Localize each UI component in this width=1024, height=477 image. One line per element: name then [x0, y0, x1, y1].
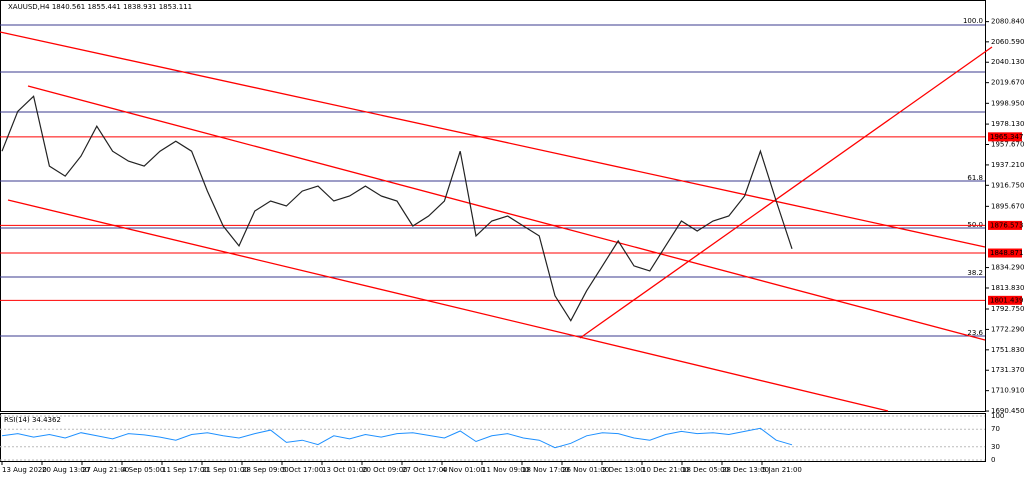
x-tick-label: 10 Dec 21:00 [642, 466, 689, 474]
x-tick-label: 11 Nov 09:00 [482, 466, 529, 474]
x-tick-label: 4 Sep 05:00 [122, 466, 164, 474]
x-tick-label: 26 Nov 01:00 [562, 466, 609, 474]
x-tick-label: 18 Nov 17:00 [522, 466, 569, 474]
y-tick-label: 1998.950 [991, 99, 1024, 107]
x-tick-label: 20 Oct 09:00 [362, 466, 408, 474]
y-tick-label: 1751.830 [991, 346, 1024, 354]
y-tick-label: 1772.290 [991, 325, 1024, 333]
y-tick-label: 1813.830 [991, 284, 1024, 292]
fib-label: 100.0 [963, 17, 983, 25]
rsi-frame [0, 413, 986, 462]
x-tick-label: 28 Dec 13:00 [722, 466, 769, 474]
y-tick-label: 1978.130 [991, 120, 1024, 128]
level-box [988, 248, 1022, 258]
level-box [988, 220, 1022, 230]
x-tick-label: 13 Oct 01:00 [322, 466, 368, 474]
level-label: 1965.347 [990, 133, 1023, 141]
rsi-tick-label: 0 [991, 456, 995, 464]
rsi-title: RSI(14) 34.4362 [4, 416, 61, 424]
x-tick-label: 27 Aug 21:00 [82, 466, 129, 474]
level-label: 1801.439 [990, 296, 1023, 304]
price-line [1, 95, 793, 322]
x-tick-label: 18 Dec 05:00 [682, 466, 729, 474]
trend-line [579, 46, 993, 339]
y-tick-label: 1690.450 [991, 407, 1024, 415]
fib-lines [0, 24, 985, 337]
rsi-line [1, 427, 793, 449]
rsi-tick-label: 30 [991, 443, 1000, 451]
x-tick-label: 4 Nov 01:00 [442, 466, 485, 474]
y-tick-label: 2080.840 [991, 18, 1024, 26]
trend-line [7, 199, 889, 412]
trend-line [0, 31, 986, 248]
y-tick-label: 1957.670 [991, 140, 1024, 148]
level-label: 1876.573 [990, 221, 1023, 229]
fib-label: 38.2 [967, 269, 983, 277]
x-tick-label: 27 Oct 17:00 [402, 466, 448, 474]
x-tick-label: 3 Dec 13:00 [602, 466, 645, 474]
y-tick-label: 2019.670 [991, 79, 1024, 87]
y-tick-label: 1895.670 [991, 202, 1024, 210]
x-tick-label: 5 Jan 21:00 [762, 466, 802, 474]
main-frame [0, 0, 986, 412]
x-tick-label: 13 Aug 2020 [2, 466, 47, 474]
y-tick-label: 1792.750 [991, 305, 1024, 313]
y-tick-label: 1731.370 [991, 366, 1024, 374]
y-tick-label: 1710.910 [991, 387, 1024, 395]
y-tick-label: 1916.750 [991, 181, 1024, 189]
level-label: 1848.871 [990, 249, 1023, 257]
x-tick-label: 21 Sep 01:00 [202, 466, 249, 474]
y-tick-label: 1834.290 [991, 264, 1024, 272]
level-box [988, 132, 1022, 142]
level-box [988, 295, 1022, 305]
rsi-tick-label: 100 [991, 412, 1004, 420]
x-tick-label: 5 Oct 17:00 [282, 466, 323, 474]
trend-line [27, 85, 986, 341]
rsi-tick-label: 70 [991, 425, 1000, 433]
x-tick-label: 28 Sep 09:00 [242, 466, 289, 474]
fib-label: 61.8 [967, 174, 983, 182]
x-tick-label: 11 Sep 17:00 [162, 466, 209, 474]
fib-label: 23.6 [967, 329, 983, 337]
chart-title: XAUUSD,H4 1840.561 1855.441 1838.931 185… [8, 3, 192, 11]
y-tick-label: 1937.210 [991, 161, 1024, 169]
y-tick-label: 2060.590 [991, 38, 1024, 46]
x-tick-label: 20 Aug 13:00 [42, 466, 89, 474]
trend-lines [0, 31, 993, 412]
y-tick-label: 2040.130 [991, 58, 1024, 66]
